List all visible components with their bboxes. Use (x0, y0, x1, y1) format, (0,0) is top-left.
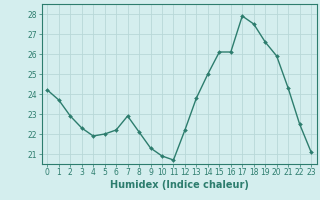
X-axis label: Humidex (Indice chaleur): Humidex (Indice chaleur) (110, 180, 249, 190)
